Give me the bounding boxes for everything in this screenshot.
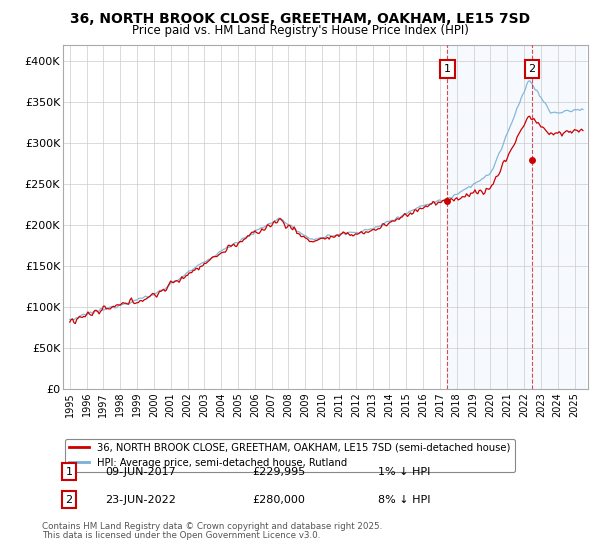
Text: £280,000: £280,000 <box>252 494 305 505</box>
Text: 1: 1 <box>444 64 451 74</box>
Text: 36, NORTH BROOK CLOSE, GREETHAM, OAKHAM, LE15 7SD: 36, NORTH BROOK CLOSE, GREETHAM, OAKHAM,… <box>70 12 530 26</box>
Legend: 36, NORTH BROOK CLOSE, GREETHAM, OAKHAM, LE15 7SD (semi-detached house), HPI: Av: 36, NORTH BROOK CLOSE, GREETHAM, OAKHAM,… <box>65 439 515 472</box>
Bar <box>448 45 584 389</box>
Text: 23-JUN-2022: 23-JUN-2022 <box>105 494 176 505</box>
Text: 1: 1 <box>65 466 73 477</box>
Text: 2: 2 <box>65 494 73 505</box>
Text: 2: 2 <box>529 64 536 74</box>
Text: Contains HM Land Registry data © Crown copyright and database right 2025.: Contains HM Land Registry data © Crown c… <box>42 522 382 531</box>
Text: 09-JUN-2017: 09-JUN-2017 <box>105 466 176 477</box>
Text: This data is licensed under the Open Government Licence v3.0.: This data is licensed under the Open Gov… <box>42 531 320 540</box>
Text: £229,995: £229,995 <box>252 466 305 477</box>
Text: 1% ↓ HPI: 1% ↓ HPI <box>378 466 430 477</box>
Text: Price paid vs. HM Land Registry's House Price Index (HPI): Price paid vs. HM Land Registry's House … <box>131 24 469 37</box>
Text: 8% ↓ HPI: 8% ↓ HPI <box>378 494 431 505</box>
